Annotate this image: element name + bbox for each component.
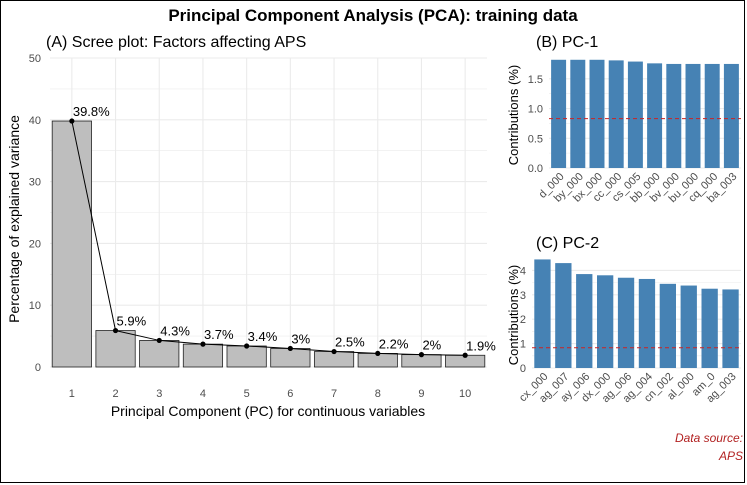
pc1-y-tick-label: 0.5 <box>528 133 543 145</box>
pc2-y-tick-label: 4 <box>520 265 526 277</box>
scree-y-tick-label: 10 <box>29 300 41 312</box>
scree-title: (A) Scree plot: Factors affecting APS <box>46 34 306 51</box>
scree-x-tick-label: 5 <box>244 388 250 400</box>
pc2-y-axis-title: Contributions (%) <box>506 265 521 365</box>
pc2-bar <box>617 277 635 368</box>
scree-bar <box>226 345 267 368</box>
pc2-y-tick-label: 2 <box>520 314 526 326</box>
scree-data-label: 1.9% <box>466 338 496 353</box>
pc1-bar <box>589 59 605 168</box>
scree-point <box>462 352 468 358</box>
scree-data-label: 3.7% <box>204 327 234 342</box>
scree-x-tick-label: 1 <box>69 388 75 400</box>
pc1-y-tick-label: 1.5 <box>528 74 543 86</box>
scree-y-tick-label: 50 <box>29 53 41 65</box>
scree-data-label: 5.9% <box>117 314 147 329</box>
scree-data-label: 3% <box>291 331 310 346</box>
scree-x-tick-label: 4 <box>200 388 206 400</box>
pc2-bar <box>701 288 718 368</box>
scree-x-tick-label: 3 <box>156 388 162 400</box>
scree-x-tick-label: 9 <box>418 388 424 400</box>
pc1-bar <box>704 63 720 168</box>
scree-data-label: 2.5% <box>335 335 365 350</box>
scree-data-label: 2% <box>422 338 441 353</box>
figure-title: Principal Component Analysis (PCA): trai… <box>168 6 578 25</box>
scree-point <box>156 337 162 344</box>
scree-point <box>69 118 75 124</box>
scree-y-tick-label: 30 <box>29 177 41 189</box>
pc1-bar <box>551 59 567 168</box>
pc2-bar <box>576 274 593 368</box>
scree-y-axis-title: Percentage of explained variance <box>6 115 22 323</box>
pc2-bar <box>596 275 614 368</box>
scree-x-tick-label: 10 <box>459 388 471 400</box>
scree-point <box>200 341 206 347</box>
scree-bar <box>139 340 180 368</box>
scree-y-tick-label: 0 <box>35 362 41 374</box>
pc1-y-tick-label: 0.0 <box>528 163 543 175</box>
scree-bar <box>95 330 136 368</box>
pc2-y-tick-label: 1 <box>520 339 526 351</box>
scree-x-tick-label: 2 <box>112 388 118 400</box>
pc1-bar <box>647 63 663 169</box>
scree-y-tick-label: 40 <box>29 115 41 127</box>
scree-x-tick-label: 7 <box>331 388 337 400</box>
scree-y-tick-label: 20 <box>29 238 41 250</box>
pc2-bar <box>722 289 739 368</box>
scree-point <box>331 348 337 355</box>
pc1-title: (B) PC-1 <box>536 34 598 51</box>
pc1-y-tick-label: 1.0 <box>528 104 543 116</box>
scree-line <box>71 120 466 356</box>
pc2-y-tick-label: 3 <box>520 290 526 302</box>
scree-data-label: 4.3% <box>160 323 190 338</box>
scree-x-tick-label: 6 <box>287 388 293 400</box>
pc2-y-tick-label: 0 <box>520 363 526 375</box>
pc2-bar <box>555 263 572 368</box>
scree-bar <box>51 120 92 368</box>
scree-point <box>287 345 293 352</box>
pc2-bar <box>680 285 697 368</box>
scree-point <box>112 327 119 334</box>
scree-bar <box>182 343 224 368</box>
scree-x-axis-title: Principal Component (PC) for continuous … <box>111 403 425 419</box>
scree-point <box>418 352 425 358</box>
scree-data-label: 39.8% <box>73 104 110 119</box>
pc2-bar <box>659 283 677 368</box>
scree-point <box>375 350 381 357</box>
scree-data-label: 3.4% <box>248 329 278 344</box>
pc2-bar <box>638 278 656 368</box>
pc1-y-axis-title: Contributions (%) <box>506 65 521 165</box>
data-source-label: Data source: <box>675 431 743 445</box>
scree-x-tick-label: 8 <box>375 388 381 400</box>
pc1-bar <box>666 63 682 168</box>
pc1-bar <box>723 63 739 168</box>
pc1-bar <box>627 61 643 168</box>
pc1-bar <box>570 59 586 168</box>
data-source-value: APS <box>718 449 743 463</box>
scree-point <box>244 343 250 349</box>
pc2-bar <box>534 259 551 368</box>
scree-data-label: 2.2% <box>379 336 409 351</box>
pc1-bar <box>685 63 701 168</box>
pc2-title: (C) PC-2 <box>536 235 599 252</box>
pc1-bar <box>608 60 624 168</box>
scree-bar <box>270 348 311 368</box>
